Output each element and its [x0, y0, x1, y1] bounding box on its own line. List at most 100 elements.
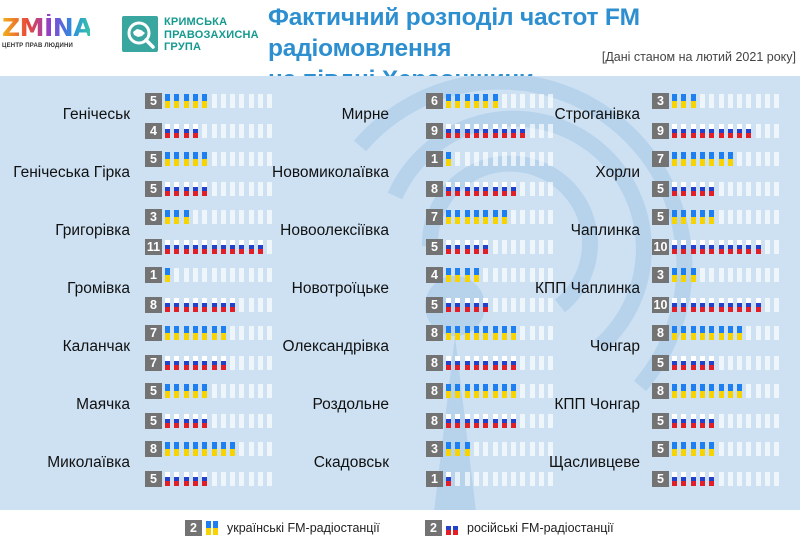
- flag-blue-stripe: [473, 244, 479, 250]
- empty-slot-mark: [258, 210, 263, 224]
- flag-red-stripe: [174, 133, 180, 138]
- flag-blue-stripe: [492, 128, 498, 134]
- flag-red-stripe: [183, 249, 189, 254]
- empty-slot-mark: [774, 240, 780, 254]
- flag-red-stripe: [211, 249, 217, 254]
- flag-white-stripe: [174, 240, 180, 245]
- empty-slot-mark: [520, 268, 526, 282]
- flag-blue-stripe: [672, 152, 677, 159]
- flag-blue-stripe: [520, 128, 526, 134]
- flag-yellow-stripe: [501, 333, 507, 340]
- flag-red-stripe: [709, 249, 715, 254]
- empty-slot-mark: [548, 442, 554, 456]
- ru-station-mark: [183, 124, 189, 138]
- ru-station-mark: [183, 298, 189, 312]
- ru-station-mark: [183, 472, 189, 486]
- flag-blue-stripe: [183, 302, 189, 308]
- ua-station-mark: [681, 384, 687, 398]
- flag-red-stripe: [192, 481, 198, 486]
- ua-station-mark: [483, 326, 489, 340]
- flag-blue-stripe: [455, 360, 461, 366]
- ua-station-mark: [464, 384, 470, 398]
- flag-white-stripe: [699, 414, 705, 419]
- flag-blue-stripe: [174, 326, 180, 333]
- ru-station-mark: [211, 298, 217, 312]
- flag-blue-stripe: [501, 186, 507, 192]
- flag-yellow-stripe: [202, 449, 208, 456]
- flag-yellow-stripe: [492, 217, 498, 224]
- flag-red-stripe: [501, 365, 507, 370]
- flag-yellow-stripe: [718, 333, 724, 340]
- ru-row: 10: [652, 297, 784, 313]
- ru-station-mark: [192, 240, 198, 254]
- flag-white-stripe: [455, 356, 461, 361]
- flag-white-stripe: [699, 356, 705, 361]
- flag-blue-stripe: [446, 268, 451, 275]
- flag-yellow-stripe: [464, 333, 470, 340]
- flag-blue-stripe: [473, 418, 479, 424]
- flag-red-stripe: [718, 133, 724, 138]
- flag-blue-stripe: [690, 442, 696, 449]
- flag-white-stripe: [192, 124, 198, 129]
- empty-slot-mark: [239, 94, 245, 108]
- flag-red-stripe: [681, 133, 687, 138]
- empty-slot-mark: [239, 414, 245, 428]
- empty-slot-mark: [718, 442, 724, 456]
- empty-slot-mark: [548, 182, 554, 196]
- empty-slot-mark: [548, 414, 554, 428]
- flag-white-stripe: [455, 124, 461, 129]
- kpg-logo-line-2: ПРАВОЗАХИСНА: [164, 28, 259, 41]
- flag-yellow-stripe: [174, 391, 180, 398]
- ru-station-mark: [202, 182, 208, 196]
- flag-blue-stripe: [165, 360, 170, 366]
- ru-station-mark: [699, 356, 705, 370]
- ru-station-mark: [202, 472, 208, 486]
- ru-station-mark: [473, 124, 479, 138]
- flag-yellow-stripe: [464, 217, 470, 224]
- empty-slot-mark: [765, 472, 770, 486]
- flag-white-stripe: [483, 298, 489, 303]
- ru-station-mark: [174, 124, 180, 138]
- flag-blue-stripe: [690, 186, 696, 192]
- flag-blue-stripe: [483, 302, 489, 308]
- ua-count-box: 8: [426, 325, 443, 341]
- ua-station-mark: [174, 152, 180, 166]
- flag-white-stripe: [483, 124, 489, 129]
- flag-white-stripe: [681, 182, 687, 187]
- empty-slot-mark: [230, 472, 236, 486]
- ru-row: 9: [426, 123, 558, 139]
- flag-blue-stripe: [446, 384, 451, 391]
- flag-blue-stripe: [746, 302, 752, 308]
- ru-station-mark: [718, 124, 724, 138]
- ru-station-mark: [165, 414, 170, 428]
- flag-red-stripe: [681, 191, 687, 196]
- ua-station-mark: [192, 152, 198, 166]
- ru-count-box: 5: [145, 413, 162, 429]
- flag-yellow-stripe: [165, 101, 170, 108]
- empty-slot-mark: [727, 442, 733, 456]
- flag-yellow-stripe: [446, 275, 451, 282]
- flag-white-stripe: [473, 356, 479, 361]
- empty-slot-mark: [267, 414, 273, 428]
- kpg-logo[interactable]: КРИМСЬКА ПРАВОЗАХИСНА ГРУПА: [122, 14, 259, 56]
- flag-blue-stripe: [473, 210, 479, 217]
- ua-station-mark: [192, 442, 198, 456]
- empty-slot-mark: [765, 268, 770, 282]
- flag-blue-stripe: [165, 476, 170, 482]
- flag-blue-stripe: [727, 244, 733, 250]
- flag-yellow-stripe: [690, 391, 696, 398]
- kpg-logo-line-3: ГРУПА: [164, 41, 202, 53]
- flag-yellow-stripe: [165, 159, 170, 166]
- flag-white-stripe: [709, 356, 715, 361]
- flag-blue-stripe: [709, 302, 715, 308]
- flag-blue-stripe: [192, 302, 198, 308]
- empty-slot-mark: [737, 442, 743, 456]
- empty-slot-mark: [211, 182, 217, 196]
- flag-blue-stripe: [690, 152, 696, 159]
- empty-slot-mark: [774, 414, 780, 428]
- zmina-logo[interactable]: ZMİNA ЦЕНТР ПРАВ ЛЮДИНИ: [2, 14, 93, 54]
- flag-white-stripe: [492, 414, 498, 419]
- flag-white-stripe: [718, 124, 724, 129]
- flag-blue-stripe: [446, 326, 451, 333]
- flag-white-stripe: [672, 356, 677, 361]
